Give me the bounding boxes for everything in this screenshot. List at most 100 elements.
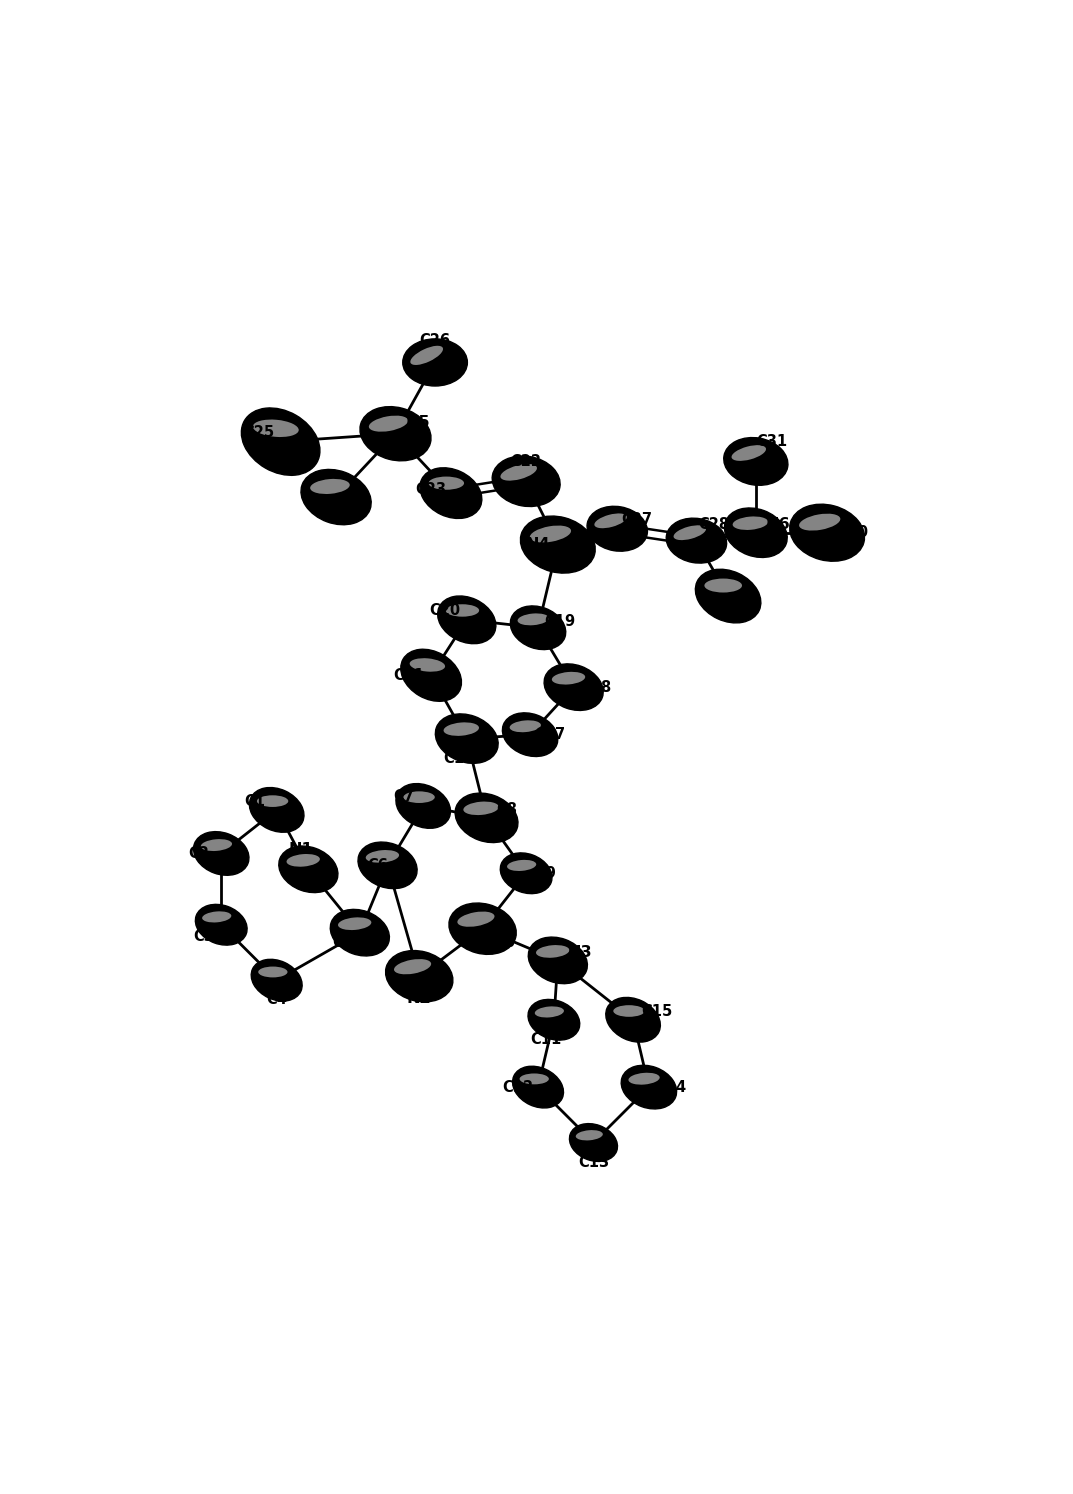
Ellipse shape — [202, 911, 232, 922]
Text: N1: N1 — [289, 843, 312, 858]
Ellipse shape — [402, 339, 468, 385]
Ellipse shape — [436, 714, 498, 763]
Ellipse shape — [614, 1005, 645, 1017]
Ellipse shape — [338, 917, 371, 931]
Ellipse shape — [517, 614, 548, 626]
Ellipse shape — [449, 902, 516, 955]
Text: C28: C28 — [699, 517, 730, 532]
Ellipse shape — [576, 1129, 603, 1140]
Ellipse shape — [790, 503, 865, 562]
Ellipse shape — [511, 607, 565, 650]
Ellipse shape — [253, 420, 298, 438]
Ellipse shape — [400, 650, 461, 701]
Text: C26: C26 — [420, 333, 451, 348]
Ellipse shape — [410, 345, 443, 365]
Ellipse shape — [310, 480, 350, 495]
Text: C11: C11 — [530, 1032, 561, 1047]
Ellipse shape — [369, 415, 408, 432]
Text: N3: N3 — [568, 946, 592, 961]
Text: C12: C12 — [502, 1080, 533, 1095]
Ellipse shape — [508, 861, 536, 871]
Text: C25: C25 — [242, 424, 274, 439]
Text: C22: C22 — [511, 454, 542, 469]
Ellipse shape — [534, 1007, 564, 1017]
Ellipse shape — [445, 604, 480, 617]
Ellipse shape — [403, 792, 435, 802]
Text: C16: C16 — [443, 751, 474, 766]
Ellipse shape — [695, 569, 761, 623]
Ellipse shape — [286, 855, 320, 867]
Ellipse shape — [530, 526, 571, 542]
Ellipse shape — [732, 445, 766, 460]
Text: C20: C20 — [429, 604, 460, 619]
Ellipse shape — [256, 795, 289, 807]
Ellipse shape — [251, 959, 303, 1001]
Text: N4: N4 — [526, 538, 550, 553]
Text: C15: C15 — [642, 1004, 673, 1019]
Ellipse shape — [500, 465, 536, 481]
Ellipse shape — [629, 1073, 660, 1085]
Ellipse shape — [594, 514, 627, 529]
Text: C4: C4 — [266, 992, 288, 1007]
Ellipse shape — [570, 1123, 617, 1161]
Ellipse shape — [587, 506, 647, 551]
Ellipse shape — [799, 514, 840, 530]
Text: C2: C2 — [189, 846, 209, 861]
Ellipse shape — [674, 526, 706, 541]
Text: C21: C21 — [394, 668, 425, 683]
Ellipse shape — [330, 910, 389, 956]
Text: N6: N6 — [766, 517, 791, 532]
Text: C19: C19 — [545, 614, 576, 629]
Ellipse shape — [513, 1067, 563, 1109]
Ellipse shape — [528, 937, 587, 983]
Text: C9: C9 — [535, 865, 557, 881]
Ellipse shape — [733, 517, 768, 530]
Ellipse shape — [455, 793, 518, 843]
Text: C10: C10 — [484, 935, 516, 950]
Text: C23: C23 — [415, 481, 446, 496]
Text: N5: N5 — [406, 415, 430, 430]
Ellipse shape — [704, 578, 743, 593]
Ellipse shape — [621, 1065, 677, 1109]
Text: C30: C30 — [837, 526, 868, 541]
Ellipse shape — [359, 406, 431, 460]
Ellipse shape — [259, 967, 288, 977]
Text: N2: N2 — [407, 991, 431, 1005]
Text: C5: C5 — [332, 935, 353, 950]
Text: C14: C14 — [656, 1080, 687, 1095]
Ellipse shape — [279, 846, 338, 892]
Ellipse shape — [520, 515, 596, 574]
Text: C17: C17 — [534, 728, 565, 743]
Ellipse shape — [385, 950, 453, 1002]
Ellipse shape — [544, 663, 603, 711]
Ellipse shape — [552, 672, 585, 684]
Ellipse shape — [358, 843, 417, 889]
Ellipse shape — [510, 720, 541, 732]
Ellipse shape — [300, 469, 371, 524]
Ellipse shape — [724, 508, 788, 557]
Ellipse shape — [606, 998, 660, 1043]
Ellipse shape — [249, 787, 304, 832]
Ellipse shape — [193, 832, 249, 875]
Text: C18: C18 — [580, 680, 612, 695]
Text: C8: C8 — [496, 802, 517, 817]
Ellipse shape — [420, 468, 482, 518]
Ellipse shape — [724, 438, 788, 486]
Ellipse shape — [410, 659, 445, 672]
Text: C13: C13 — [578, 1155, 609, 1170]
Ellipse shape — [502, 713, 558, 756]
Ellipse shape — [457, 911, 495, 926]
Ellipse shape — [241, 408, 320, 475]
Ellipse shape — [394, 959, 431, 974]
Text: C1: C1 — [244, 795, 265, 810]
Ellipse shape — [438, 596, 496, 644]
Ellipse shape — [396, 783, 451, 828]
Ellipse shape — [519, 1074, 549, 1085]
Text: C6: C6 — [368, 858, 388, 872]
Ellipse shape — [536, 946, 570, 958]
Ellipse shape — [443, 723, 479, 737]
Ellipse shape — [195, 904, 247, 946]
Text: C31: C31 — [756, 435, 788, 450]
Ellipse shape — [366, 850, 399, 862]
Ellipse shape — [201, 840, 232, 852]
